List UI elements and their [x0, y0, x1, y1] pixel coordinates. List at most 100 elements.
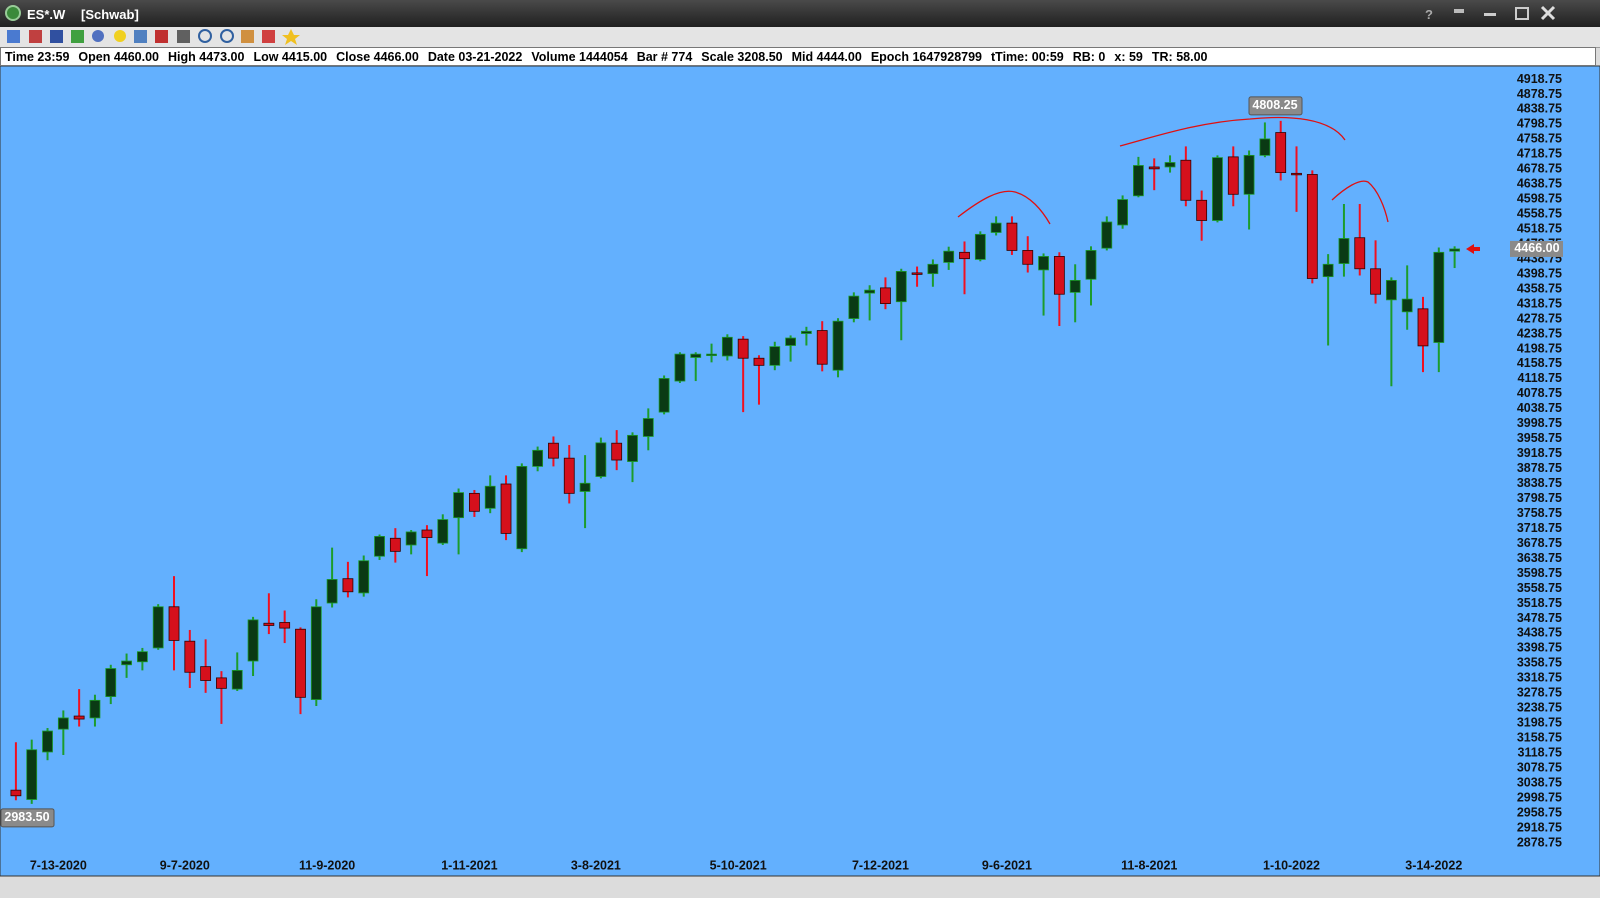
tool-icon[interactable]: [71, 30, 84, 43]
tool-icon[interactable]: [282, 29, 300, 45]
candle-body: [627, 434, 638, 462]
annotation-arc: [957, 190, 1051, 225]
y-tick-label: 4678.75: [1517, 162, 1562, 176]
x-tick-label: 11-9-2020: [299, 858, 355, 872]
y-tick-label: 3238.75: [1517, 701, 1562, 715]
price-label-box: [1510, 240, 1563, 257]
y-tick-label: 2958.75: [1517, 805, 1562, 819]
candle-body: [1212, 157, 1223, 221]
price-label-box: [0, 808, 55, 828]
candle-body: [1022, 250, 1034, 265]
tool-icon[interactable]: [92, 30, 104, 42]
x-tick-label: 5-10-2021: [710, 858, 767, 872]
tool-icon[interactable]: [114, 30, 126, 42]
candle-body: [1196, 199, 1208, 221]
help-button[interactable]: ?: [1425, 7, 1433, 22]
minimize-button[interactable]: [1484, 13, 1496, 16]
y-tick-label: 3518.75: [1517, 596, 1562, 610]
y-tick-label: 4598.75: [1517, 192, 1562, 206]
candle-body: [642, 418, 654, 437]
tool-icon[interactable]: [50, 30, 63, 43]
y-tick-label: 4198.75: [1517, 341, 1562, 355]
y-tick-label: 3438.75: [1517, 626, 1562, 640]
candle-body: [1401, 298, 1413, 313]
close-button[interactable]: [1540, 5, 1556, 21]
x-tick-label: 11-8-2021: [1121, 858, 1177, 872]
y-tick-label: 4358.75: [1517, 281, 1562, 295]
tool-icon[interactable]: [7, 30, 20, 43]
y-tick-label: 3078.75: [1517, 760, 1562, 774]
y-tick-label: 3278.75: [1517, 686, 1562, 700]
tool-icon[interactable]: [241, 30, 254, 43]
price-label-box: [1248, 96, 1303, 116]
candle-body: [1053, 256, 1065, 295]
y-tick-label: 4758.75: [1517, 132, 1562, 146]
candle-body: [279, 622, 291, 629]
candle-body: [1164, 162, 1176, 168]
x-tick-label: 3-14-2022: [1405, 858, 1462, 872]
status-item: Low 4415.00: [253, 50, 328, 64]
candle-body: [959, 251, 970, 260]
toolbar: [0, 27, 1600, 48]
candle-body: [184, 640, 196, 673]
y-tick-label: 4278.75: [1517, 311, 1562, 325]
y-tick-label: 3918.75: [1517, 446, 1562, 460]
tool-icon[interactable]: [220, 29, 234, 43]
candle-body: [1259, 138, 1271, 156]
candle-body: [801, 330, 812, 334]
candle-body: [358, 560, 370, 594]
y-tick-label: 4038.75: [1517, 401, 1562, 415]
candle-body: [484, 485, 496, 509]
hand-annotations: [957, 116, 1389, 225]
y-tick-label: 3118.75: [1518, 745, 1563, 759]
candle-body: [374, 535, 385, 557]
maximize-button[interactable]: [1515, 7, 1529, 20]
y-tick-label: 2878.75: [1517, 835, 1562, 849]
x-tick-label: 7-12-2021: [852, 858, 909, 872]
status-item: RB: 0: [1072, 50, 1106, 64]
candle-body: [595, 442, 607, 477]
candle-body: [57, 717, 69, 730]
tool-icon[interactable]: [134, 30, 147, 43]
window-controls: [1454, 5, 1556, 21]
candle-body: [1038, 256, 1049, 271]
tool-icon[interactable]: [177, 30, 190, 43]
candle-body: [911, 272, 923, 275]
candle-body: [1006, 222, 1018, 251]
candle-body: [26, 749, 38, 800]
account-name: [Schwab]: [81, 7, 139, 22]
candle-body: [674, 353, 686, 382]
candle-body: [721, 336, 733, 357]
y-tick-label: 3478.75: [1517, 611, 1562, 625]
status-item: Scale 3208.50: [701, 50, 783, 64]
y-tick-label: 4878.75: [1517, 87, 1562, 101]
price-label: 2983.50: [0, 808, 55, 828]
candle-body: [832, 320, 844, 371]
tool-icon[interactable]: [155, 30, 168, 43]
tool-icon[interactable]: [29, 30, 42, 43]
status-item: x: 59: [1114, 50, 1143, 64]
candle-body: [706, 353, 717, 357]
candle-body: [1354, 237, 1366, 270]
candle-body: [548, 442, 559, 459]
candle-body: [532, 449, 544, 467]
price-label: 4808.25: [1248, 96, 1303, 116]
tool-icon[interactable]: [262, 30, 275, 43]
candle-body: [563, 457, 575, 494]
y-tick-label: 4318.75: [1517, 296, 1562, 310]
candle-body: [231, 669, 243, 690]
pin-button[interactable]: [1454, 9, 1464, 13]
y-tick-label: 4238.75: [1517, 326, 1562, 340]
candle-body: [295, 628, 306, 698]
status-item: Close 4466.00: [336, 50, 419, 64]
y-tick-label: 4518.75: [1517, 221, 1562, 235]
candle-body: [1275, 132, 1287, 173]
y-tick-label: 3358.75: [1517, 656, 1562, 670]
y-tick-label: 3838.75: [1517, 476, 1562, 490]
status-item: Bar # 774: [636, 50, 693, 64]
tool-icon[interactable]: [198, 29, 212, 43]
status-item: Date 03-21-2022: [427, 50, 523, 64]
y-tick-label: 3798.75: [1517, 491, 1562, 505]
window-title: ES*.W: [27, 7, 66, 22]
y-tick-label: 4718.75: [1517, 147, 1562, 161]
